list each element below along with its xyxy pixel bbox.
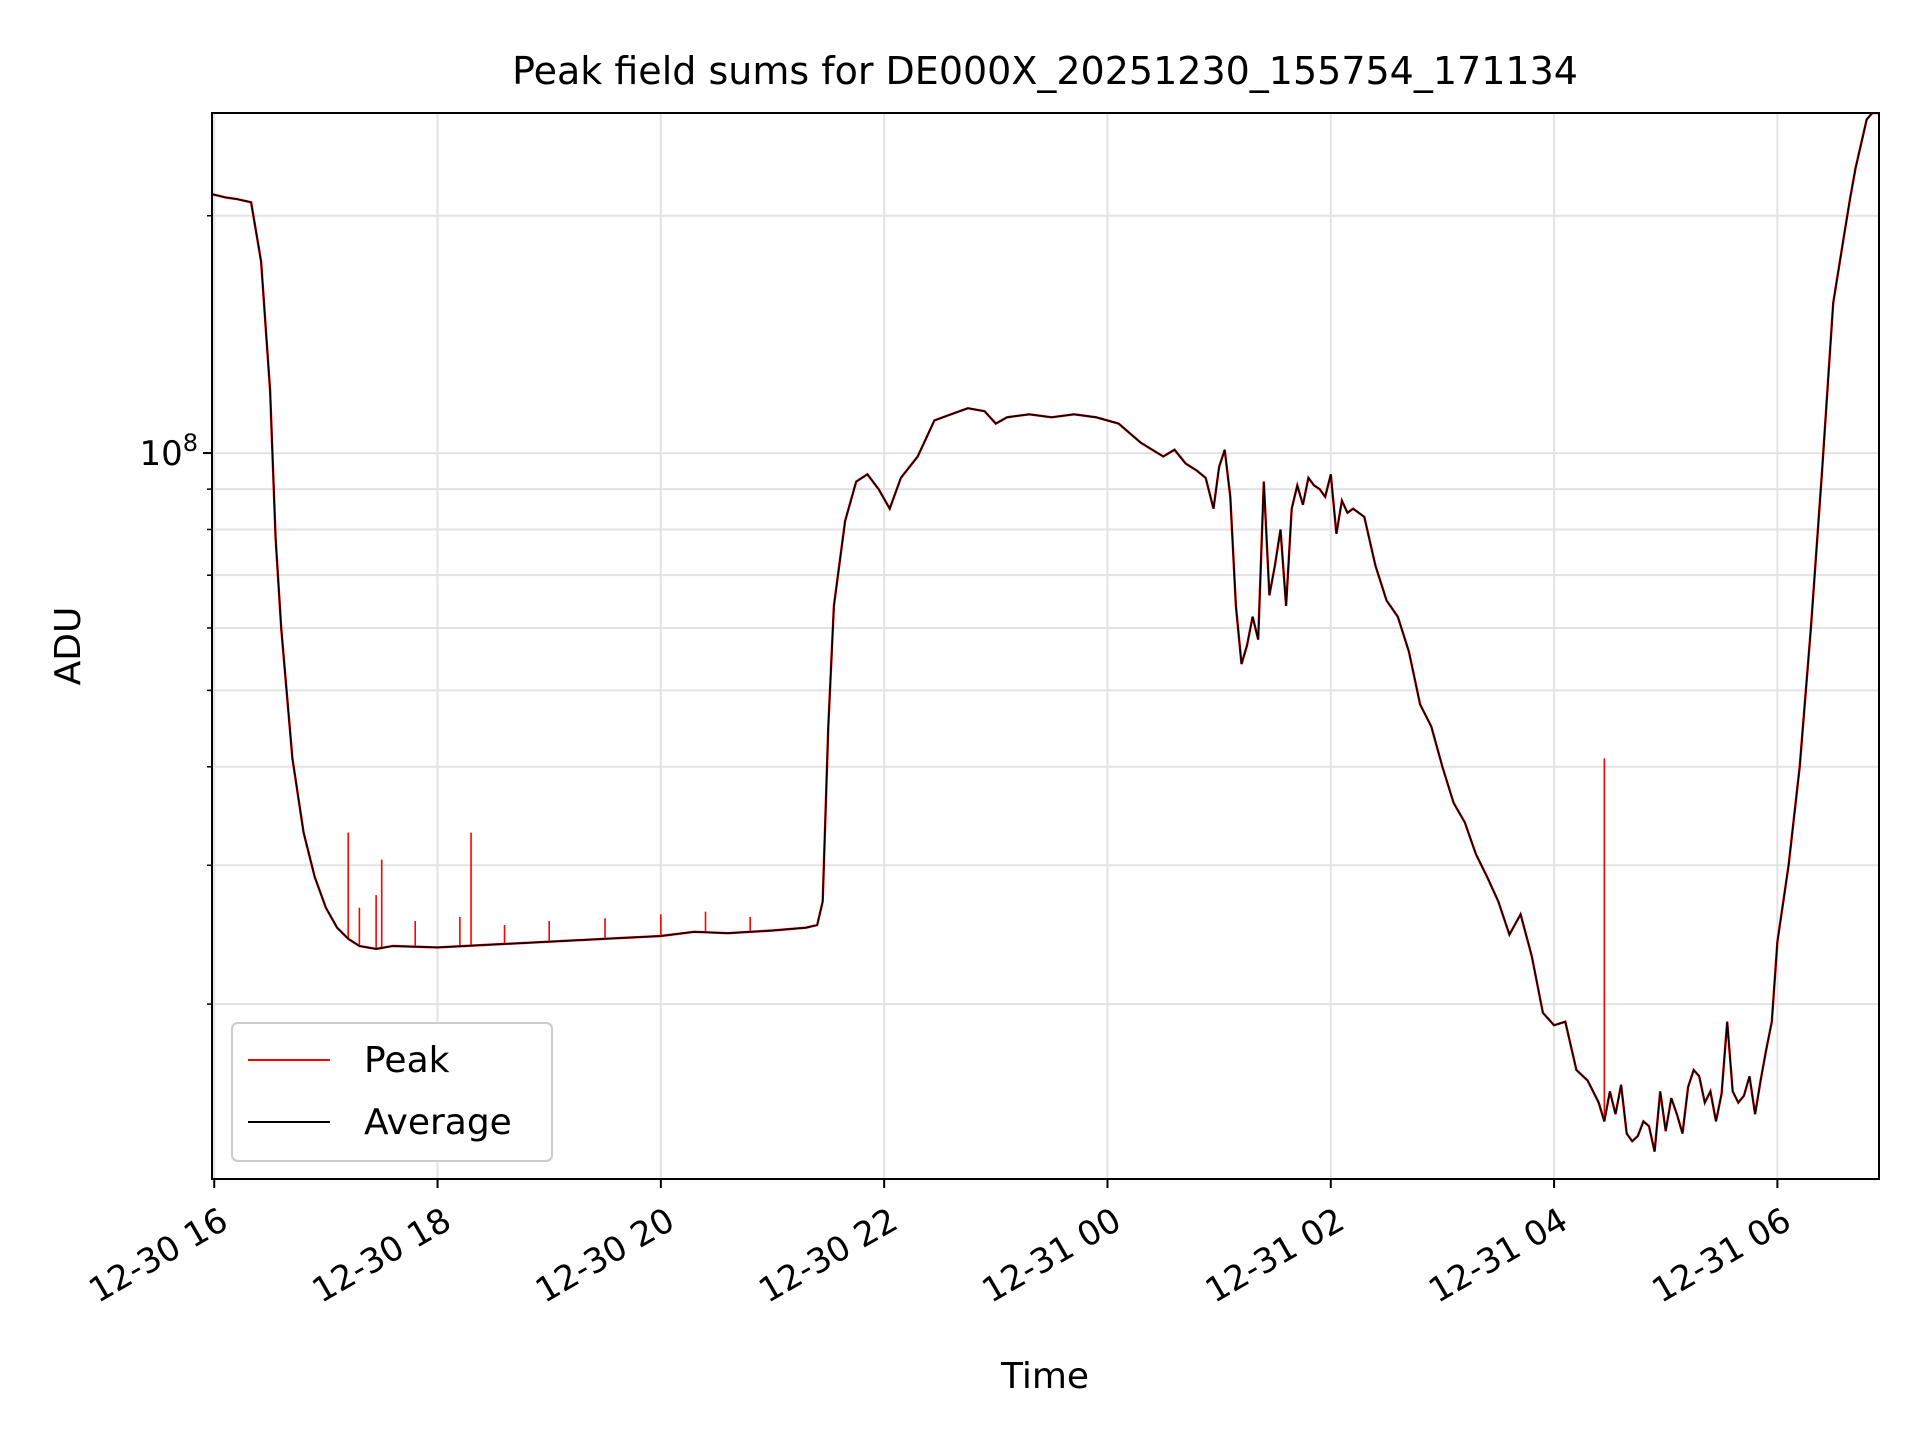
chart-title: Peak field sums for DE000X_20251230_1557… [512,49,1578,93]
y-axis: 108 [139,214,212,1005]
average-line [212,113,1879,1152]
gridlines [212,113,1879,1179]
y-tick-base: 10 [139,434,182,474]
legend-label-peak: Peak [364,1040,450,1081]
legend: Peak Average [231,1022,553,1162]
plot-frame [211,112,1880,1180]
legend-label-average: Average [364,1102,512,1143]
y-tick-label-1e8: 108 [139,429,198,474]
x-axis-label: Time [1000,1356,1089,1397]
legend-box [231,1022,553,1162]
y-tick-exponent: 8 [183,429,198,457]
average-series [212,113,1879,1152]
y-axis-label: ADU [48,607,89,686]
